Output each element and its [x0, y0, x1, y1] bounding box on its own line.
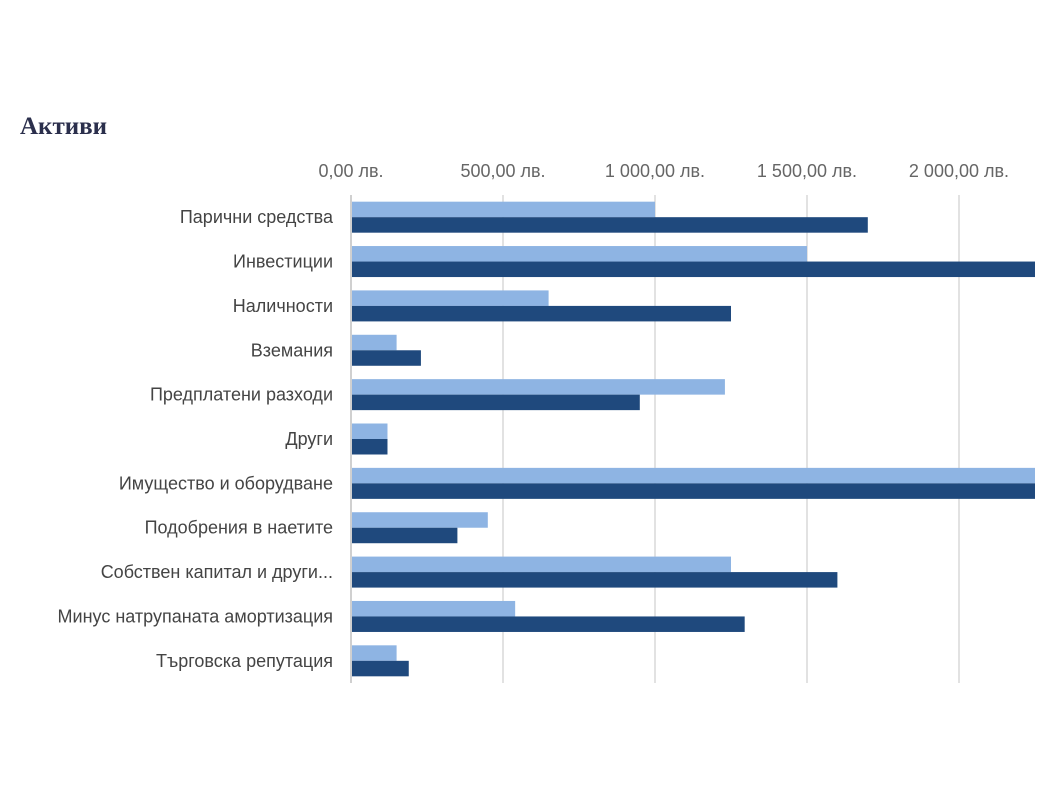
- bar-series-1: [351, 379, 725, 395]
- category-label: Други: [285, 429, 333, 449]
- bar-series-2: [351, 394, 640, 411]
- category-label: Имущество и оборудване: [119, 473, 333, 493]
- bar-series-2: [351, 217, 868, 233]
- bar-series-1: [351, 334, 397, 351]
- category-label: Търговска репутация: [156, 651, 333, 671]
- x-tick-label: 1 000,00 лв.: [605, 161, 705, 181]
- category-label: Минус натрупаната амортизация: [58, 606, 333, 626]
- category-label: Предплатени разходи: [150, 385, 333, 405]
- bar-series-2: [351, 616, 745, 632]
- x-tick-label: 2 000,00 лв.: [909, 161, 1009, 181]
- bar-series-2: [351, 527, 458, 544]
- bar-series-2: [351, 350, 421, 366]
- bar-series-1: [351, 423, 388, 439]
- bar-series-2: [351, 305, 731, 322]
- x-tick-label: 0,00 лв.: [318, 161, 383, 181]
- bar-series-1: [351, 512, 488, 528]
- bar-series-2: [351, 261, 1035, 278]
- category-label: Инвестиции: [233, 252, 333, 272]
- bar-series-1: [351, 290, 549, 306]
- category-label: Вземания: [251, 340, 333, 360]
- bar-series-2: [351, 483, 1035, 499]
- x-tick-label: 500,00 лв.: [460, 161, 545, 181]
- x-tick-label: 1 500,00 лв.: [757, 161, 857, 181]
- category-label: Собствен капитал и други...: [101, 562, 333, 582]
- bar-series-1: [351, 556, 731, 573]
- bar-series-1: [351, 246, 807, 262]
- x-axis-tick-labels: 0,00 лв. 500,00 лв. 1 000,00 лв. 1 500,00 л…: [318, 161, 1009, 181]
- category-label: Наличности: [233, 296, 333, 316]
- bar-series: [351, 201, 1035, 677]
- bar-series-1: [351, 201, 655, 218]
- bar-series-2: [351, 439, 388, 455]
- bar-series-1: [351, 645, 397, 661]
- chart-title: Активи: [20, 113, 108, 140]
- category-label: Подобрения в наетите: [145, 518, 333, 538]
- bar-series-1: [351, 600, 516, 617]
- category-labels: Парични средства Инвестиции Наличности Взем…: [58, 207, 334, 671]
- bar-series-2: [351, 660, 409, 677]
- bar-series-1: [351, 467, 1035, 484]
- bar-series-2: [351, 572, 838, 588]
- category-label: Парични средства: [180, 207, 334, 227]
